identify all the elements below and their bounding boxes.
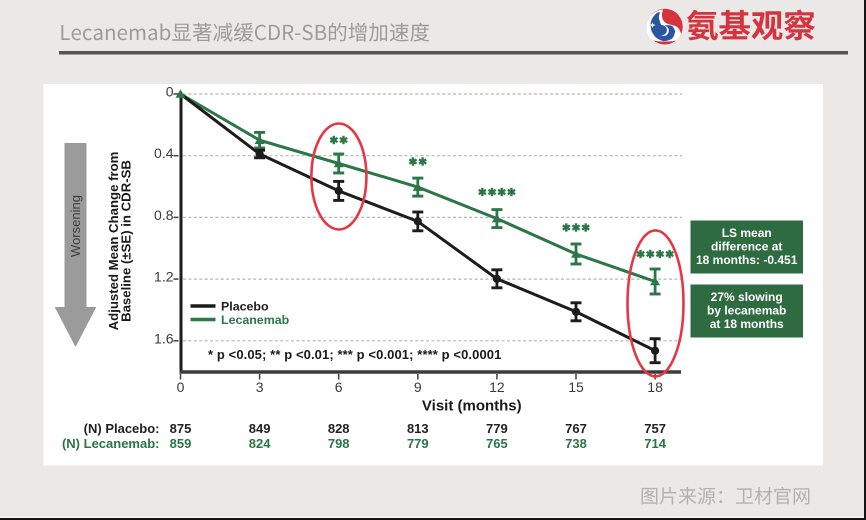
svg-text:0: 0 <box>166 84 174 100</box>
svg-text:18: 18 <box>647 379 663 395</box>
svg-text:(N) Lecanemab:: (N) Lecanemab: <box>62 436 160 451</box>
svg-text:828: 828 <box>328 421 350 436</box>
svg-text:LS mean: LS mean <box>722 226 772 240</box>
svg-text:824: 824 <box>249 436 271 451</box>
svg-text:757: 757 <box>644 421 666 436</box>
svg-text:779: 779 <box>407 436 429 451</box>
svg-text:6: 6 <box>335 379 343 395</box>
svg-text:767: 767 <box>565 421 587 436</box>
svg-text:Baseline (±SE) in CDR-SB: Baseline (±SE) in CDR-SB <box>119 160 134 322</box>
svg-text:765: 765 <box>486 436 508 451</box>
svg-text:27% slowing: 27% slowing <box>711 290 783 304</box>
svg-text:0.8: 0.8 <box>154 207 174 223</box>
svg-text:849: 849 <box>249 421 271 436</box>
svg-text:(N) Placebo:: (N) Placebo: <box>84 421 160 436</box>
svg-text:at 18 months: at 18 months <box>710 317 784 331</box>
svg-text:15: 15 <box>568 379 584 395</box>
svg-text:Adjusted Mean Change from: Adjusted Mean Change from <box>106 152 121 331</box>
svg-text:Placebo: Placebo <box>221 300 269 314</box>
svg-text:1.2: 1.2 <box>154 269 174 285</box>
svg-text:difference at: difference at <box>711 240 782 254</box>
svg-text:875: 875 <box>170 421 192 436</box>
svg-text:859: 859 <box>170 436 192 451</box>
svg-text:738: 738 <box>565 436 587 451</box>
svg-text:Visit (months): Visit (months) <box>422 398 522 415</box>
svg-text:0.4: 0.4 <box>154 145 174 161</box>
svg-text:0: 0 <box>177 379 185 395</box>
svg-text:12: 12 <box>489 379 505 395</box>
svg-text:Lecanemab: Lecanemab <box>221 313 290 327</box>
svg-text:779: 779 <box>486 421 508 436</box>
svg-text:9: 9 <box>414 379 422 395</box>
svg-text:813: 813 <box>407 421 429 436</box>
svg-text:714: 714 <box>644 436 666 451</box>
svg-text:by lecanemab: by lecanemab <box>707 304 786 318</box>
svg-text:18 months: -0.451: 18 months: -0.451 <box>696 253 798 267</box>
svg-text:Worsening: Worsening <box>68 195 83 257</box>
svg-text:3: 3 <box>256 379 264 395</box>
svg-text:* p <0.05; ** p <0.01; *** p <: * p <0.05; ** p <0.01; *** p <0.001; ***… <box>208 347 501 362</box>
svg-text:798: 798 <box>328 436 350 451</box>
svg-text:1.6: 1.6 <box>154 330 174 346</box>
